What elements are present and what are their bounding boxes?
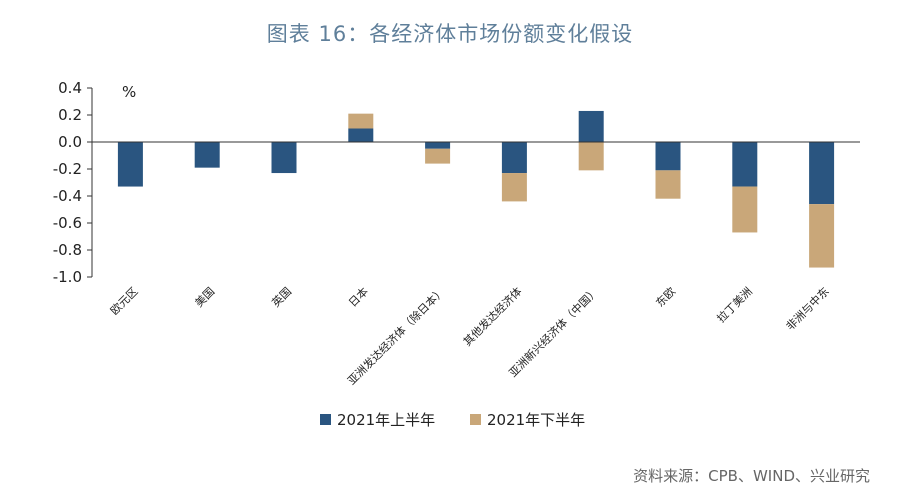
chart-title: 图表 16：各经济体市场份额变化假设 <box>266 22 634 46</box>
x-category-label: 非洲与中东 <box>784 285 832 333</box>
y-tick-label: 0.0 <box>58 133 82 151</box>
x-category-label: 日本 <box>345 284 370 309</box>
bar-h2 <box>809 204 835 268</box>
bar-h2 <box>501 173 527 202</box>
legend-swatch <box>320 414 331 425</box>
bar-h2 <box>655 170 681 199</box>
x-category-label: 拉丁美洲 <box>714 284 755 325</box>
y-tick-label: 0.4 <box>58 79 82 97</box>
x-category-label: 东欧 <box>653 285 678 310</box>
x-category-label: 英国 <box>269 284 294 309</box>
bar-h1 <box>501 142 527 174</box>
bar-h1 <box>732 142 758 187</box>
source-note: 资料来源：CPB、WIND、兴业研究 <box>633 467 870 485</box>
y-tick-label: -0.2 <box>53 160 82 178</box>
y-tick-label: -1.0 <box>53 268 82 286</box>
y-unit-label: % <box>122 83 136 101</box>
bar-h2 <box>732 186 758 233</box>
legend-label: 2021年上半年 <box>337 411 435 429</box>
x-category-label: 欧元区 <box>108 285 141 318</box>
y-tick-label: -0.4 <box>53 187 82 205</box>
bar-h2 <box>578 142 604 171</box>
legend-label: 2021年下半年 <box>487 411 585 429</box>
bar-h1 <box>348 128 374 142</box>
bar-h1 <box>194 142 220 168</box>
legend-swatch <box>470 414 481 425</box>
bar-h1 <box>578 110 604 142</box>
bar-h1 <box>117 142 143 187</box>
y-tick-label: -0.8 <box>53 241 82 259</box>
bar-h2 <box>348 113 374 129</box>
x-category-label: 亚洲新兴经济体（中国） <box>506 284 601 379</box>
bar-h1 <box>271 142 297 174</box>
bar-h1 <box>809 142 835 205</box>
bar-h1 <box>655 142 681 171</box>
y-tick-label: -0.6 <box>53 214 82 232</box>
y-tick-label: 0.2 <box>58 106 82 124</box>
x-category-label: 美国 <box>193 285 218 310</box>
x-category-label: 其他发达经济体 <box>460 284 524 348</box>
bar-h1 <box>425 142 451 149</box>
bar-h2 <box>425 148 451 164</box>
